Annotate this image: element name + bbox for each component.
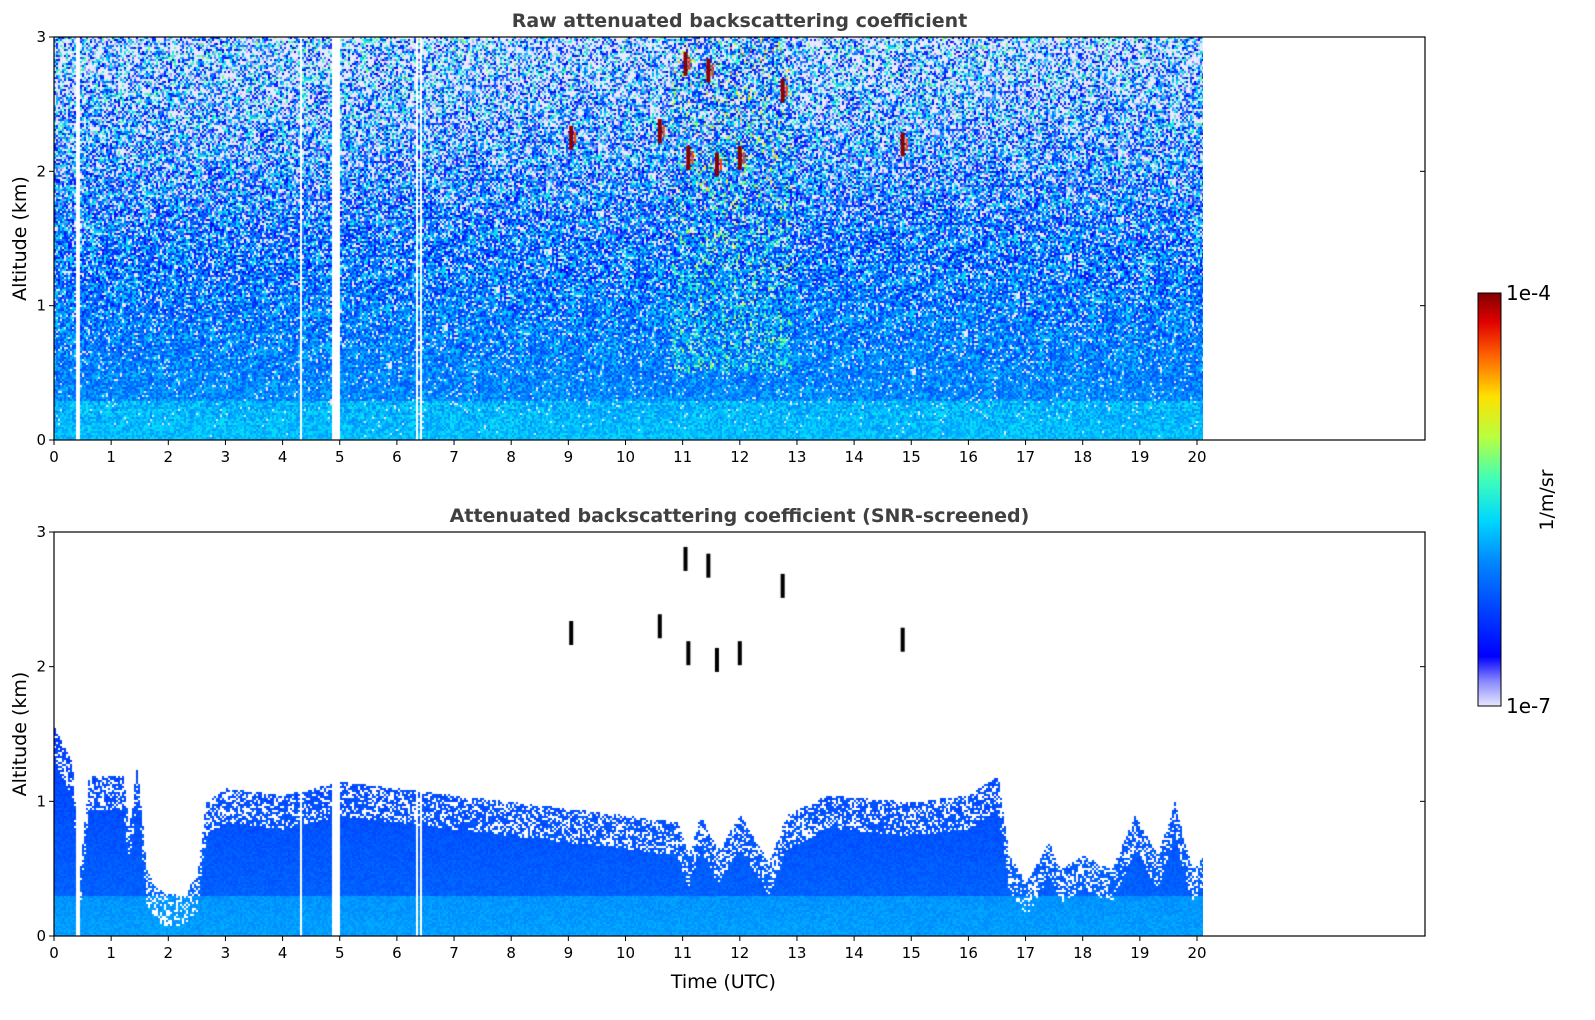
y-tick-label: 2	[36, 658, 46, 676]
x-tick-label: 1	[106, 448, 116, 466]
x-tick-label: 15	[902, 448, 921, 466]
x-tick-label: 4	[278, 944, 288, 962]
x-tick-label: 10	[616, 944, 635, 962]
y-tick-label: 3	[36, 28, 46, 46]
x-tick-label: 0	[49, 944, 59, 962]
colorbar: 1e-4 1e-7 1/m/sr	[1477, 281, 1558, 718]
raw-panel-title: Raw attenuated backscattering coefficien…	[512, 10, 968, 32]
x-tick-label: 18	[1073, 448, 1092, 466]
x-tick-label: 5	[335, 944, 345, 962]
x-tick-label: 8	[506, 448, 516, 466]
x-tick-label: 17	[1016, 448, 1035, 466]
x-tick-label: 12	[730, 944, 749, 962]
x-tick-label: 12	[730, 448, 749, 466]
x-tick-label: 19	[1130, 448, 1149, 466]
x-tick-label: 20	[1187, 448, 1206, 466]
raw-panel-ylabel: Altitude (km)	[9, 176, 31, 301]
x-tick-label: 20	[1187, 944, 1206, 962]
y-tick-label: 3	[36, 523, 46, 541]
x-tick-label: 18	[1073, 944, 1092, 962]
x-tick-label: 7	[449, 944, 459, 962]
x-tick-label: 3	[221, 448, 231, 466]
y-tick-label: 0	[36, 431, 46, 449]
x-tick-label: 19	[1130, 944, 1149, 962]
x-tick-label: 8	[506, 944, 516, 962]
snr-panel-xlabel: Time (UTC)	[670, 971, 776, 993]
y-tick-label: 2	[36, 162, 46, 180]
snr-panel-ylabel: Altitude (km)	[9, 672, 31, 797]
x-tick-label: 14	[845, 944, 864, 962]
x-tick-label: 10	[616, 448, 635, 466]
x-tick-label: 13	[787, 944, 806, 962]
x-tick-label: 6	[392, 448, 402, 466]
x-tick-label: 6	[392, 944, 402, 962]
heatmap-raster	[54, 37, 1203, 440]
x-tick-label: 7	[449, 448, 459, 466]
snr-screened-heatmap	[54, 532, 1203, 936]
x-tick-label: 14	[845, 448, 864, 466]
x-tick-label: 15	[902, 944, 921, 962]
x-tick-label: 0	[49, 448, 59, 466]
x-tick-label: 11	[673, 944, 692, 962]
y-tick-label: 1	[36, 792, 46, 810]
x-tick-label: 9	[564, 448, 574, 466]
heatmap-raster	[54, 532, 1203, 936]
x-tick-label: 2	[164, 448, 174, 466]
x-tick-label: 3	[221, 944, 231, 962]
x-tick-label: 11	[673, 448, 692, 466]
y-tick-label: 0	[36, 927, 46, 945]
colorbar-max-label: 1e-4	[1506, 281, 1551, 305]
snr-panel-title: Attenuated backscattering coefficient (S…	[450, 505, 1030, 527]
x-tick-label: 4	[278, 448, 288, 466]
x-tick-label: 13	[787, 448, 806, 466]
raw-backscatter-heatmap	[54, 37, 1203, 440]
x-tick-label: 17	[1016, 944, 1035, 962]
colorbar-gradient	[1477, 292, 1502, 707]
x-tick-label: 2	[164, 944, 174, 962]
x-tick-label: 5	[335, 448, 345, 466]
x-tick-label: 9	[564, 944, 574, 962]
colorbar-min-label: 1e-7	[1506, 694, 1551, 718]
x-tick-label: 1	[106, 944, 116, 962]
colorbar-unit-label: 1/m/sr	[1536, 469, 1558, 530]
y-tick-label: 1	[36, 297, 46, 315]
x-tick-label: 16	[959, 944, 978, 962]
x-tick-label: 16	[959, 448, 978, 466]
